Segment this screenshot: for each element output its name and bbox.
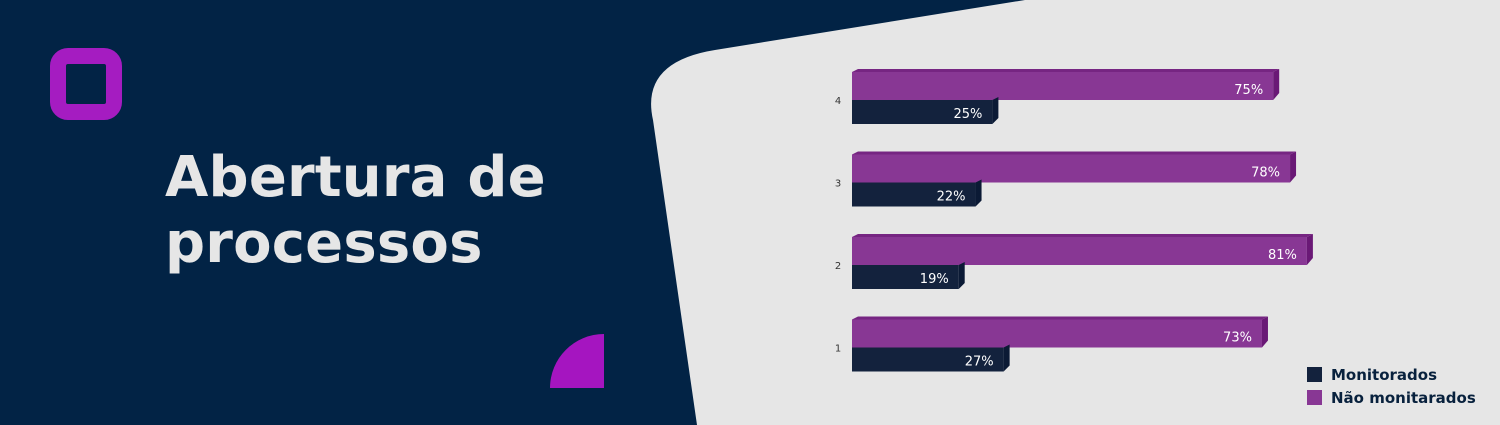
data-label-nao-monitarados: 81%	[1268, 248, 1297, 263]
page-title: Abertura de processos	[165, 145, 585, 277]
legend-swatch-nao-monitarados	[1307, 390, 1322, 405]
legend-item-monitorados: Monitorados	[1307, 363, 1487, 386]
y-axis-tick-label: 1	[835, 344, 841, 355]
legend-item-nao-monitarados: Não monitarados	[1307, 386, 1487, 409]
title-line-1: Abertura de	[165, 145, 546, 210]
bar-nao-monitarados-top-face	[852, 151, 1297, 155]
y-axis-tick-label: 4	[835, 96, 841, 107]
bar-nao-monitarados-side-face	[1306, 234, 1313, 265]
data-label-nao-monitarados: 78%	[1251, 166, 1280, 181]
logo-square-icon	[50, 48, 122, 120]
bar-nao-monitarados-side-face	[1290, 151, 1297, 183]
data-label-monitorados: 19%	[920, 272, 949, 287]
legend-swatch-monitorados	[1307, 367, 1322, 382]
bar-monitorados	[852, 347, 1004, 372]
bar-nao-monitarados-top-face	[852, 316, 1268, 320]
legend-label-monitorados: Monitorados	[1331, 365, 1438, 384]
bar-monitorados-side-face	[958, 262, 965, 289]
bar-nao-monitarados	[852, 72, 1274, 100]
bar-monitorados	[852, 265, 959, 289]
bar-nao-monitarados	[852, 319, 1262, 348]
y-axis-tick-label: 3	[835, 179, 841, 190]
data-label-monitorados: 27%	[965, 355, 994, 370]
bar-monitorados-side-face	[975, 179, 982, 207]
bar-monitorados-side-face	[1003, 344, 1010, 372]
bar-monitorados-side-face	[992, 97, 999, 124]
chart-marks: 4 75% 25% 3 78% 22% 2 81% 19% 1 73% 27%	[835, 69, 1313, 372]
chart-legend: Monitorados Não monitarados	[1307, 363, 1487, 409]
data-label-nao-monitarados: 75%	[1234, 83, 1263, 98]
bar-nao-monitarados-top-face	[852, 234, 1313, 237]
bar-nao-monitarados	[852, 154, 1291, 183]
y-axis-tick-label: 2	[835, 261, 841, 272]
title-line-2: processos	[165, 211, 483, 276]
data-label-monitorados: 25%	[953, 107, 982, 122]
data-label-monitorados: 22%	[937, 190, 966, 205]
data-label-nao-monitarados: 73%	[1223, 331, 1252, 346]
bar-monitorados	[852, 182, 976, 207]
bar-nao-monitarados	[852, 237, 1307, 265]
bar-nao-monitarados-side-face	[1261, 316, 1268, 348]
bar-monitorados	[852, 100, 993, 124]
chart-background-panel	[651, 0, 1500, 425]
bar-nao-monitarados-top-face	[852, 69, 1280, 72]
bar-nao-monitarados-side-face	[1273, 69, 1280, 100]
legend-label-nao-monitarados: Não monitarados	[1331, 388, 1476, 407]
